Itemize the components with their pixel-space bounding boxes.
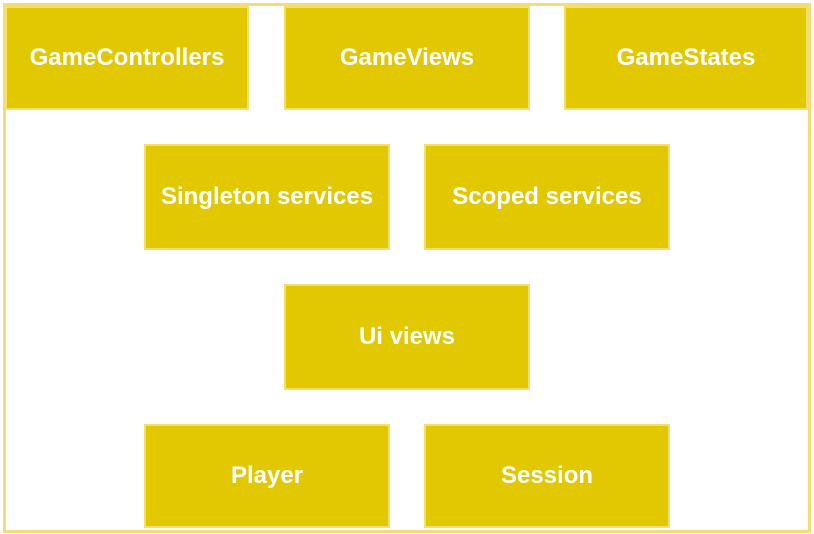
session-label: Session (500, 462, 594, 489)
scoped-services-box: Scoped services (424, 144, 670, 250)
scoped-services-label: Scoped services (452, 183, 642, 210)
singleton-services-label: Singleton services (160, 183, 374, 210)
game-views-label: GameViews (339, 44, 475, 71)
ui-views-label: Ui views (358, 323, 456, 350)
singleton-services-box: Singleton services (144, 144, 390, 250)
game-controllers-label: GameControllers (29, 44, 225, 71)
player-label: Player (230, 462, 304, 489)
game-views-box: GameViews (284, 6, 530, 110)
session-box: Session (424, 424, 670, 528)
player-box: Player (144, 424, 390, 528)
game-controllers-box: GameControllers (5, 6, 249, 110)
game-states-label: GameStates (616, 44, 756, 71)
ui-views-box: Ui views (284, 284, 530, 390)
game-states-box: GameStates (564, 6, 808, 110)
